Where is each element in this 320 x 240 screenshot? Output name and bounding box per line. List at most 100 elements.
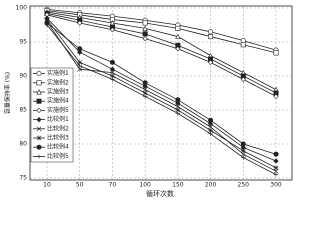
marker xyxy=(208,131,213,136)
x-tick-label: 10 xyxy=(43,182,51,189)
marker xyxy=(44,17,50,22)
legend-label: 实施例4 xyxy=(47,97,69,105)
x-axis-label: 循环次数 xyxy=(146,189,174,198)
marker xyxy=(142,94,148,99)
marker xyxy=(175,97,181,103)
series-line xyxy=(46,11,277,90)
marker xyxy=(208,124,213,130)
series-line xyxy=(46,8,277,51)
y-tick-label: 95 xyxy=(19,39,27,46)
marker xyxy=(142,20,148,26)
marker xyxy=(110,73,115,79)
marker xyxy=(175,33,181,40)
marker xyxy=(175,46,181,52)
marker xyxy=(142,83,148,89)
marker xyxy=(175,100,181,106)
marker xyxy=(77,20,83,26)
x-tick-label: 250 xyxy=(238,182,250,189)
marker xyxy=(273,165,279,171)
y-tick-label: 90 xyxy=(19,73,27,80)
marker xyxy=(273,93,279,100)
marker xyxy=(109,66,116,72)
y-tick-label: 100 xyxy=(16,5,28,12)
marker xyxy=(36,116,42,123)
marker xyxy=(36,98,42,104)
marker xyxy=(77,49,83,55)
x-tick-label: 200 xyxy=(205,182,217,189)
marker xyxy=(36,71,42,77)
marker xyxy=(175,104,181,110)
legend-label: 比较例2 xyxy=(47,124,69,132)
marker xyxy=(240,148,246,154)
series-line xyxy=(46,19,277,169)
marker xyxy=(207,120,214,127)
x-tick-label: 100 xyxy=(139,182,151,189)
marker xyxy=(36,154,42,159)
marker xyxy=(240,151,246,157)
marker xyxy=(36,126,42,132)
marker xyxy=(142,90,148,96)
marker xyxy=(110,77,115,82)
marker xyxy=(273,168,279,174)
marker xyxy=(36,135,42,141)
marker xyxy=(208,117,214,123)
marker xyxy=(208,34,214,40)
series-line xyxy=(46,22,277,155)
marker xyxy=(36,107,42,114)
marker xyxy=(44,22,50,28)
marker xyxy=(142,87,148,93)
y-tick-label: 85 xyxy=(19,107,27,114)
legend-label: 实施例1 xyxy=(47,69,69,77)
marker xyxy=(241,155,246,160)
legend-label: 比较例5 xyxy=(47,152,69,160)
marker xyxy=(175,107,181,113)
marker xyxy=(175,25,181,31)
marker xyxy=(36,80,42,86)
legend-label: 实施例5 xyxy=(47,106,69,114)
series-line xyxy=(46,13,277,94)
series-line xyxy=(46,14,277,97)
x-tick-label: 50 xyxy=(76,182,84,189)
x-tick-label: 300 xyxy=(270,182,282,189)
marker xyxy=(109,27,116,33)
legend-label: 比较例1 xyxy=(47,115,69,123)
marker xyxy=(240,141,246,147)
marker xyxy=(36,89,42,95)
marker xyxy=(240,38,246,44)
x-tick-label: 70 xyxy=(109,182,117,189)
series-line xyxy=(46,17,277,162)
plot-frame xyxy=(29,5,293,181)
marker xyxy=(208,127,213,133)
chart: 循环次数 容量保持率 (%) 75 80 85 90 95 100 10 50 70 100 150… xyxy=(4,5,293,198)
y-tick-label: 80 xyxy=(19,141,27,148)
series-line xyxy=(46,10,277,54)
series-line xyxy=(46,21,277,172)
marker xyxy=(142,25,148,31)
marker xyxy=(273,172,279,177)
marker xyxy=(142,31,148,37)
marker xyxy=(207,59,214,66)
marker xyxy=(109,59,115,65)
legend-label: 实施例3 xyxy=(47,88,69,96)
marker xyxy=(77,66,83,72)
y-tick-label: 75 xyxy=(19,175,27,182)
y-axis-label: 容量保持率 (%) xyxy=(4,72,12,114)
marker xyxy=(36,144,42,150)
x-tick-label: 150 xyxy=(172,182,184,189)
marker xyxy=(273,50,279,56)
legend-label: 比较例4 xyxy=(47,143,69,151)
marker xyxy=(273,151,279,157)
marker xyxy=(77,63,82,68)
marker xyxy=(208,29,214,35)
series-line xyxy=(46,24,277,175)
marker xyxy=(273,158,279,164)
marker xyxy=(110,70,115,76)
marker xyxy=(142,80,148,86)
legend-label: 比较例3 xyxy=(47,134,69,142)
marker xyxy=(77,59,83,65)
marker xyxy=(240,42,246,48)
marker xyxy=(142,35,148,42)
marker xyxy=(77,46,83,52)
legend-label: 实施例2 xyxy=(47,78,69,86)
marker xyxy=(175,111,181,116)
